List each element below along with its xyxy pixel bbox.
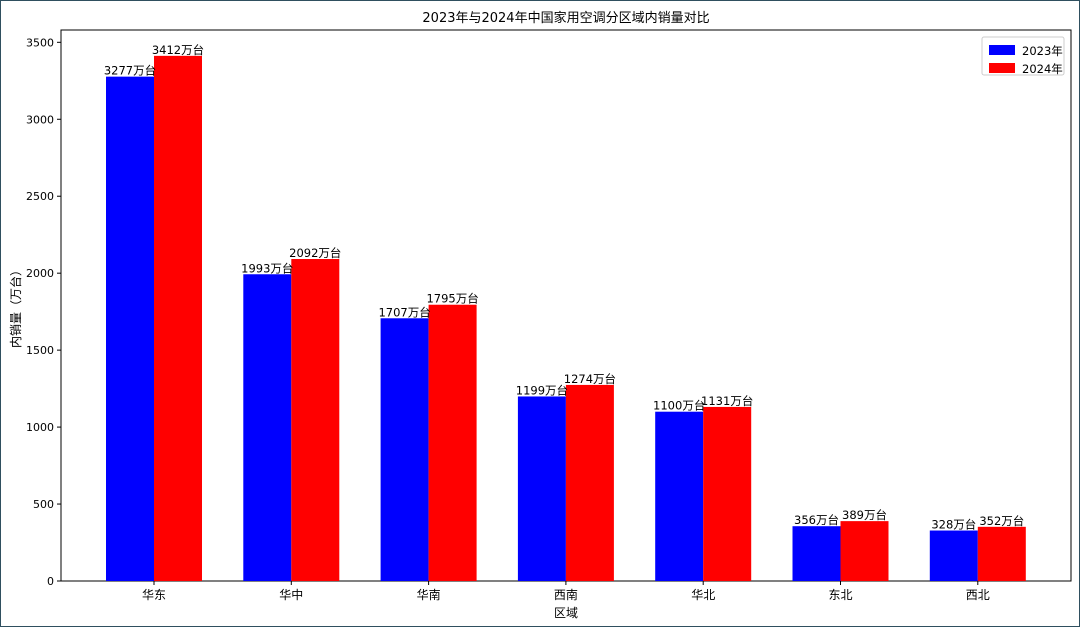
bar-value-label: 1707万台: [378, 305, 430, 319]
x-tick-label: 东北: [828, 588, 852, 602]
chart-title: 2023年与2024年中国家用空调分区域内销量对比: [422, 10, 709, 26]
legend-swatch: [989, 45, 1015, 55]
bars: [106, 55, 1026, 581]
bar-value-label: 1199万台: [516, 383, 568, 397]
y-tick-label: 3000: [26, 113, 54, 126]
y-tick-label: 500: [33, 498, 54, 511]
bar-value-label: 3412万台: [152, 43, 204, 57]
y-tick-label: 1500: [26, 344, 54, 357]
value-labels: 3277万台 1993万台 1707万台 1199万台 1100万台 356万台 328万台…: [104, 43, 1024, 532]
bar-value-label: 3277万台: [104, 64, 156, 78]
y-axis-label: 内销量（万台）: [8, 264, 23, 348]
bar: [106, 76, 154, 581]
y-tick-label: 2500: [26, 190, 54, 203]
legend: 2023年 2024年: [981, 36, 1065, 76]
bar-value-label: 1100万台: [653, 399, 705, 413]
bar: [703, 406, 752, 581]
legend-entry: 2023年: [1022, 44, 1063, 58]
x-tick-label: 华东: [142, 588, 166, 602]
bar-value-label: 2092万台: [289, 246, 341, 260]
bar: [243, 274, 292, 581]
y-tick-label: 1000: [26, 421, 54, 434]
bar: [792, 526, 841, 581]
bar-value-label: 1274万台: [564, 372, 616, 386]
bar-value-label: 1131万台: [701, 394, 753, 408]
x-tick-label: 西北: [966, 588, 990, 602]
bar: [291, 259, 340, 581]
bar: [655, 411, 704, 581]
legend-entry: 2024年: [1022, 62, 1063, 76]
bar: [565, 384, 614, 581]
y-tick-label: 0: [47, 575, 54, 588]
x-axis: 华东 华中 华南 西南 华北 东北 西北: [142, 581, 990, 602]
x-tick-label: 西南: [554, 587, 578, 602]
bar-value-label: 389万台: [842, 508, 887, 522]
bar-value-label: 352万台: [979, 514, 1024, 528]
bar-value-label: 356万台: [794, 513, 839, 527]
bar: [840, 521, 889, 581]
bar-value-label: 328万台: [931, 518, 976, 532]
bar: [517, 396, 566, 581]
x-tick-label: 华南: [417, 587, 441, 602]
y-tick-label: 3500: [26, 36, 54, 49]
x-axis-label: 区域: [554, 606, 578, 620]
legend-swatch: [989, 63, 1015, 73]
y-tick-label: 2000: [26, 267, 54, 280]
bar: [380, 318, 429, 581]
bar: [428, 304, 477, 581]
bar: [154, 55, 202, 581]
bar: [977, 526, 1026, 581]
bar-value-label: 1993万台: [241, 261, 293, 275]
bar: [929, 530, 978, 581]
y-axis: 0 500 1000 1500 2000 2500 3000 3500: [26, 36, 61, 588]
x-tick-label: 华中: [279, 587, 303, 602]
bar-value-label: 1795万台: [426, 292, 478, 306]
x-tick-label: 华北: [691, 588, 715, 602]
